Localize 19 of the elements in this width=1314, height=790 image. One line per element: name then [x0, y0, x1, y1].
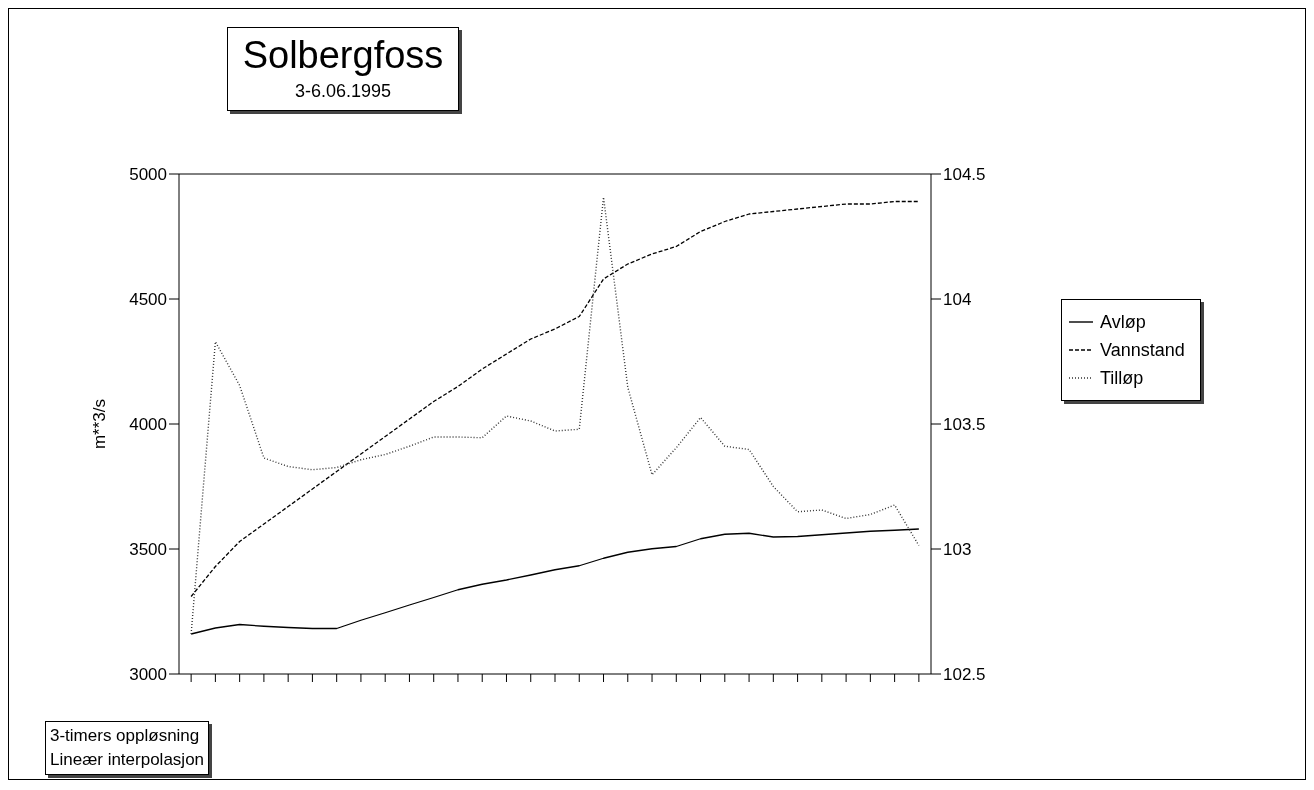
y2-tick-label: 103	[943, 540, 972, 560]
y2-tick-label: 104.5	[943, 165, 986, 185]
y-tick-label: 5000	[129, 165, 167, 185]
y-tick-label: 4500	[129, 290, 167, 310]
legend-label: Tilløp	[1100, 367, 1144, 390]
y-tick-label: 3000	[129, 665, 167, 685]
y-axis-title: m**3/s	[90, 398, 110, 450]
text: Lineær interpolasjon	[50, 749, 205, 771]
line-series	[190, 528, 920, 635]
legend-label: Avløp	[1100, 311, 1146, 334]
chart-title: Solbergfoss	[241, 34, 445, 77]
chart-subtitle: 3-6.06.1995	[293, 81, 393, 102]
text: 3-timers oppløsning	[50, 725, 201, 747]
y-tick-label: 4000	[129, 415, 167, 435]
y2-tick-label: 104	[943, 290, 972, 310]
y2-tick-label: 103.5	[943, 415, 986, 435]
legend-label: Vannstand	[1100, 339, 1185, 362]
y-tick-label: 3500	[129, 540, 167, 560]
y2-tick-label: 102.5	[943, 665, 986, 685]
